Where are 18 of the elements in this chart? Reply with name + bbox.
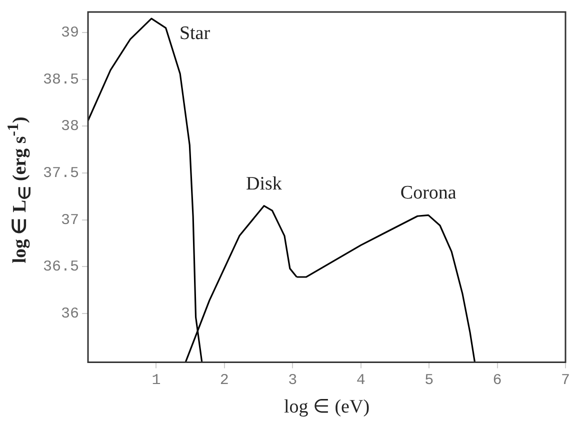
x-tick-label: 5 (424, 372, 434, 390)
x-tick-label: 6 (492, 372, 502, 390)
x-tick-label: 3 (288, 372, 298, 390)
y-tick-label: 39 (60, 24, 80, 42)
x-tick-label: 4 (356, 372, 366, 390)
y-tick-label: 38 (60, 118, 80, 136)
y-tick-label: 37 (60, 212, 80, 229)
series-label: Star (179, 23, 211, 44)
series-label: Disk (246, 173, 282, 194)
x-tick-label: 1 (152, 372, 161, 390)
y-tick-label: 37.5 (42, 165, 80, 182)
x-axis-title: log ∈ (eV) (284, 396, 370, 418)
x-tick-label: 7 (560, 372, 570, 390)
series-label: Corona (400, 182, 457, 204)
y-tick-label: 36 (60, 305, 80, 322)
y-tick-label: 36.5 (42, 258, 80, 276)
x-tick-label: 2 (220, 372, 229, 390)
y-tick-label: 38.5 (42, 71, 80, 88)
